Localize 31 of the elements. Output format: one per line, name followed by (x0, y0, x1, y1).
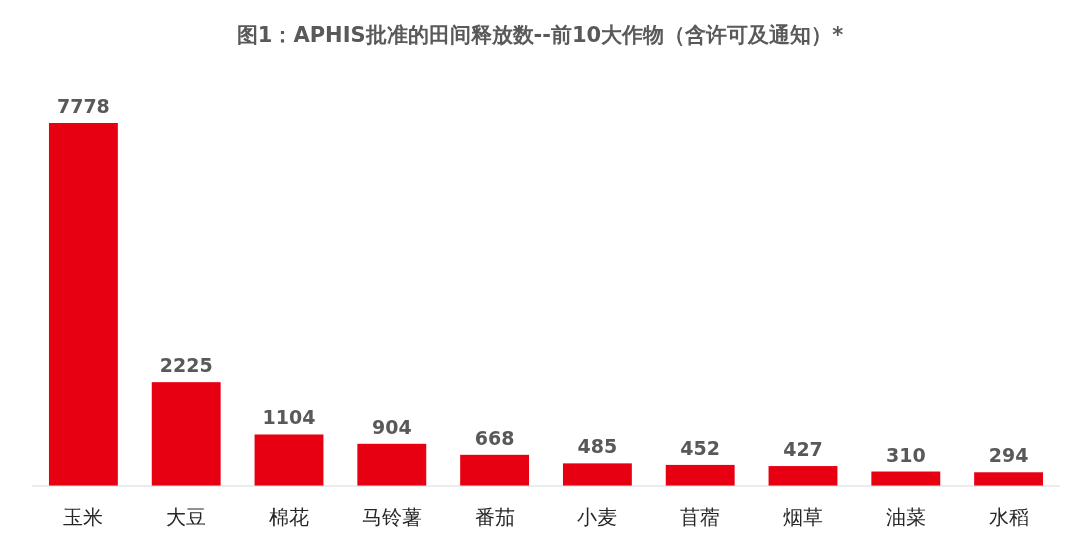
x-tick-label: 小麦 (577, 505, 618, 529)
bar (768, 466, 838, 486)
bar (871, 471, 941, 486)
x-tick-label: 油菜 (885, 505, 926, 529)
bar (665, 464, 735, 486)
x-tick-label: 番茄 (474, 505, 515, 529)
data-label: 485 (577, 435, 618, 458)
bar (974, 472, 1044, 486)
x-tick-label: 玉米 (63, 505, 104, 529)
x-tick-label: 水稻 (988, 505, 1029, 529)
bar (151, 382, 221, 486)
data-label: 1104 (262, 406, 316, 429)
data-label: 427 (783, 438, 823, 461)
bar (460, 454, 530, 486)
data-label: 294 (988, 444, 1029, 467)
bar (254, 434, 324, 486)
data-label: 310 (885, 443, 926, 466)
data-label: 2225 (159, 354, 213, 377)
data-label: 7778 (56, 95, 110, 117)
x-tick-label: 大豆 (166, 505, 207, 529)
data-label: 452 (680, 436, 721, 459)
x-tick-label: 马铃薯 (361, 505, 422, 529)
data-label: 668 (474, 426, 515, 449)
x-tick-label: 烟草 (783, 505, 823, 529)
chart-title: 图1：APHIS批准的田间释放数--前10大作物（含许可及通知）* (236, 23, 844, 47)
data-label: 904 (371, 415, 412, 438)
x-tick-label: 苜蓿 (680, 505, 721, 529)
bar (562, 463, 632, 486)
bar (48, 123, 118, 486)
x-tick-label: 棉花 (269, 505, 309, 529)
bar (357, 443, 427, 486)
